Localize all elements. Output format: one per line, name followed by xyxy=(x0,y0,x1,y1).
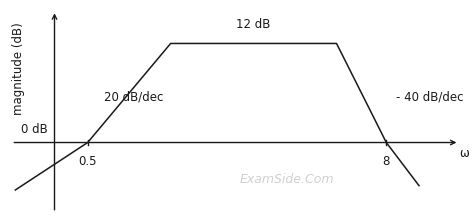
Text: 20 dB/dec: 20 dB/dec xyxy=(104,91,164,104)
Text: 0.5: 0.5 xyxy=(78,155,97,168)
Text: 12 dB: 12 dB xyxy=(237,18,271,31)
Text: ω: ω xyxy=(459,147,469,160)
Text: ExamSide.Com: ExamSide.Com xyxy=(239,173,334,186)
Text: 0 dB: 0 dB xyxy=(21,123,48,136)
Text: 8: 8 xyxy=(383,155,390,168)
Text: - 40 dB/dec: - 40 dB/dec xyxy=(396,91,464,104)
Text: magnitude (dB): magnitude (dB) xyxy=(11,22,25,115)
